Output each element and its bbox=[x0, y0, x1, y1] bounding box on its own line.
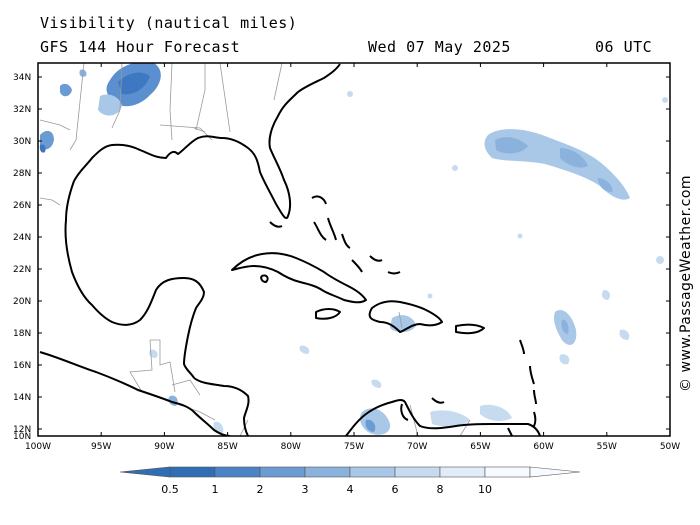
map-frame bbox=[37, 62, 671, 437]
lat-label: 34N bbox=[13, 73, 31, 83]
lat-label: 20N bbox=[13, 297, 31, 307]
legend-label: 1 bbox=[212, 483, 219, 496]
lon-label: 50W bbox=[660, 442, 680, 452]
legend-label: 4 bbox=[347, 483, 354, 496]
lat-label: 10N bbox=[13, 432, 31, 442]
legend-swatch bbox=[169, 466, 216, 478]
lon-label: 55W bbox=[597, 442, 617, 452]
lon-label: 70W bbox=[407, 442, 427, 452]
legend-swatch bbox=[484, 466, 531, 478]
site-credit: © www.PassageWeather.com bbox=[678, 174, 694, 392]
lat-label: 32N bbox=[13, 105, 31, 115]
map-title: Visibility (nautical miles) bbox=[40, 14, 298, 32]
legend-swatch bbox=[304, 466, 351, 478]
lon-label: 65W bbox=[470, 442, 490, 452]
lat-label: 22N bbox=[13, 265, 31, 275]
lat-label: 24N bbox=[13, 233, 31, 243]
legend-arrow-high bbox=[529, 466, 581, 478]
lon-label: 85W bbox=[217, 442, 237, 452]
forecast-date: Wed 07 May 2025 bbox=[368, 38, 511, 56]
legend-label: 2 bbox=[257, 483, 264, 496]
lon-label: 95W bbox=[91, 442, 111, 452]
legend-swatch bbox=[349, 466, 396, 478]
lat-label: 26N bbox=[13, 201, 31, 211]
lon-label: 60W bbox=[533, 442, 553, 452]
longitude-axis: 100W 95W 90W 85W 80W 75W 70W 65W 60W 55W 50W bbox=[25, 63, 680, 452]
legend-label: 3 bbox=[302, 483, 309, 496]
coastlines bbox=[39, 63, 541, 436]
lat-label: 18N bbox=[13, 329, 31, 339]
legend-label: 10 bbox=[478, 483, 492, 496]
forecast-time: 06 UTC bbox=[595, 38, 653, 56]
lat-label: 28N bbox=[13, 169, 31, 179]
legend-swatch bbox=[394, 466, 441, 478]
legend-swatch bbox=[439, 466, 486, 478]
lat-label: 16N bbox=[13, 361, 31, 371]
lon-label: 100W bbox=[25, 442, 51, 452]
visibility-shading bbox=[39, 63, 668, 435]
lat-label: 14N bbox=[13, 393, 31, 403]
legend-label: 0.5 bbox=[161, 483, 179, 496]
visibility-legend: 0.5 1 2 3 4 6 8 10 bbox=[119, 466, 581, 496]
legend-label: 8 bbox=[437, 483, 444, 496]
lon-label: 80W bbox=[281, 442, 301, 452]
lat-label: 30N bbox=[13, 137, 31, 147]
legend-label: 6 bbox=[392, 483, 399, 496]
lat-label: 12N bbox=[13, 425, 31, 435]
political-borders bbox=[39, 63, 471, 436]
forecast-label: GFS 144 Hour Forecast bbox=[40, 38, 241, 56]
lon-label: 90W bbox=[154, 442, 174, 452]
legend-swatch bbox=[259, 466, 306, 478]
legend-swatch bbox=[214, 466, 261, 478]
lon-label: 75W bbox=[344, 442, 364, 452]
legend-arrow-low bbox=[119, 466, 171, 478]
